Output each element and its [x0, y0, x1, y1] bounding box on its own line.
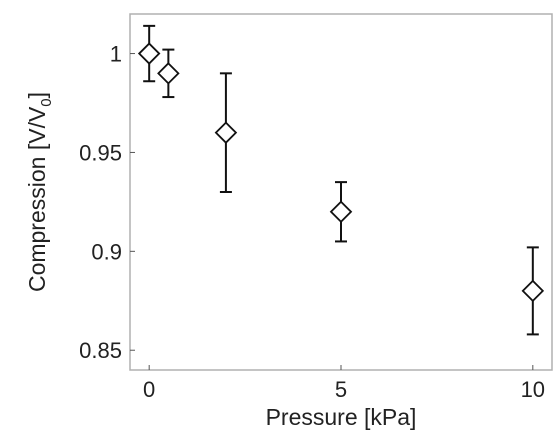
y-axis-label-text: Compression [V/V — [24, 106, 50, 292]
x-axis-label: Pressure [kPa] — [266, 404, 417, 430]
x-tick-label: 10 — [521, 377, 545, 402]
data-series — [137, 24, 545, 336]
data-point-diamond — [521, 279, 545, 303]
y-tick-label: 1 — [110, 42, 122, 67]
data-point-diamond — [137, 42, 161, 65]
data-point-diamond — [329, 200, 353, 224]
y-axis-label: Compression [V/V0] — [24, 92, 55, 292]
data-point-diamond — [214, 121, 238, 144]
y-tick-label: 0.95 — [79, 140, 122, 165]
y-tick-label: 0.9 — [91, 239, 122, 264]
y-axis: 0.85 0.9 0.95 1 — [79, 42, 135, 363]
data-point-diamond — [157, 62, 180, 85]
y-axis-label-close: ] — [24, 92, 50, 98]
y-axis-label-subscript: 0 — [38, 98, 55, 106]
x-tick-label: 5 — [335, 377, 347, 402]
y-tick-label: 0.85 — [79, 338, 122, 363]
x-axis: 0 5 10 — [143, 365, 545, 402]
x-tick-label: 0 — [143, 377, 155, 402]
